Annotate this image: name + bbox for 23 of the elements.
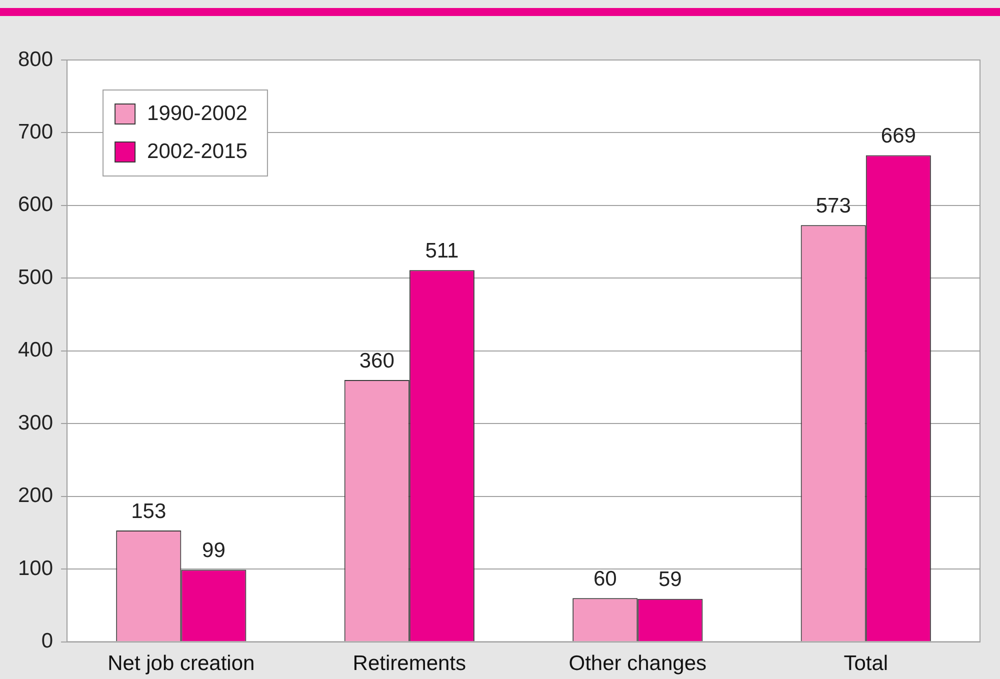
y-tick-label: 0 <box>41 630 54 653</box>
x-tick-label: Total <box>844 652 888 676</box>
data-label: 511 <box>425 239 459 262</box>
x-tick-label: Retirements <box>352 652 466 676</box>
y-tick-label: 500 <box>18 266 54 289</box>
data-label: 59 <box>658 568 682 592</box>
x-tick-label: Net job creation <box>108 652 255 676</box>
data-label: 153 <box>131 500 166 523</box>
y-tick-label: 800 <box>18 48 54 71</box>
data-label: 573 <box>816 194 851 218</box>
y-tick-label: 200 <box>18 484 54 508</box>
data-label: 669 <box>880 124 916 148</box>
y-tick-label: 100 <box>18 556 54 580</box>
data-label: 99 <box>202 539 226 562</box>
data-label: 360 <box>359 349 394 372</box>
y-tick-label: 400 <box>18 338 54 362</box>
legend-label: 1990-2002 <box>147 102 248 125</box>
x-tick-label: Other changes <box>568 652 707 676</box>
y-tick-label: 700 <box>18 120 54 144</box>
legend-label: 2002-2015 <box>147 140 248 163</box>
data-label: 60 <box>593 567 617 590</box>
y-tick-label: 600 <box>18 193 54 216</box>
y-tick-label: 300 <box>18 411 54 434</box>
